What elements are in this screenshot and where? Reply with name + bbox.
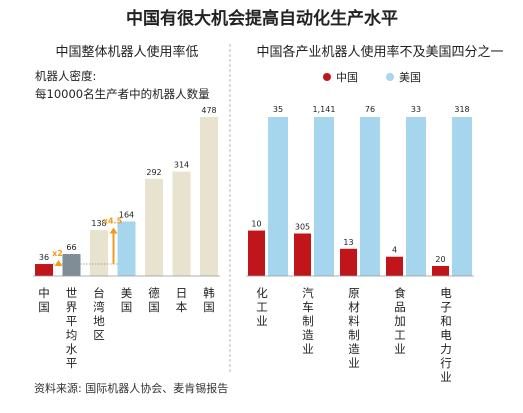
left-bar-4	[145, 178, 163, 276]
legend-swatch-usa	[386, 73, 394, 81]
left-category-label-2: 台湾地区	[93, 286, 105, 342]
left-value-label-6: 478	[201, 106, 216, 115]
left-ylabel-line1: 机器人密度:	[35, 69, 96, 83]
right-category-label-1: 汽车制造业	[302, 286, 314, 356]
arrow-x2-label: x2	[52, 249, 63, 258]
right-bar-china-1	[294, 233, 311, 276]
right-bar-china-0	[248, 230, 265, 276]
left-category-label-1: 世界平均水平	[66, 286, 78, 370]
left-category-label-0: 中国	[38, 286, 50, 314]
left-category-label-3: 美国	[121, 286, 133, 314]
left-category-label-6: 韩国	[203, 286, 215, 314]
left-value-label-3: 164	[119, 210, 134, 219]
left-value-label-5: 314	[174, 161, 189, 170]
right-bar-usa-4	[452, 117, 472, 276]
right-bar-usa-1	[314, 117, 334, 276]
right-bar-usa-3	[406, 117, 426, 276]
right-bar-china-2	[340, 248, 357, 276]
left-category-label-5: 日本	[176, 286, 188, 314]
legend-swatch-china	[323, 73, 331, 81]
right-bar-china-3	[386, 256, 403, 276]
arrow-x4-5-label: x4.5	[103, 216, 123, 225]
right-bar-china-4	[432, 266, 449, 276]
left-value-label-2: 138	[91, 219, 106, 228]
right-value-usa-0: 35	[273, 105, 283, 114]
right-value-usa-3: 33	[411, 105, 421, 114]
arrow-x2-head	[54, 260, 63, 267]
legend: 中国 美国	[323, 71, 421, 84]
right-value-china-3: 4	[392, 246, 397, 255]
right-value-china-1: 305	[295, 222, 310, 231]
arrow-x4-5-head	[109, 227, 118, 234]
left-bar-6	[200, 117, 218, 276]
right-value-china-4: 20	[435, 255, 445, 264]
right-value-usa-2: 76	[365, 105, 375, 114]
main-title: 中国有很大机会提高自动化生产水平	[126, 8, 398, 29]
left-bar-5	[172, 171, 191, 276]
left-category-label-4: 德国	[148, 286, 160, 314]
right-value-china-2: 13	[343, 238, 353, 247]
left-ylabel-line2: 每10000名生产者中的机器人数量	[35, 87, 210, 101]
left-bar-3	[117, 221, 136, 276]
left-bar-1	[62, 254, 81, 276]
right-value-usa-4: 318	[454, 105, 469, 114]
right-category-label-2: 原材料制造业	[348, 286, 360, 370]
right-value-usa-1: 1,141	[313, 105, 336, 114]
legend-label-china: 中国	[336, 71, 358, 84]
right-category-label-3: 食品加工业	[394, 286, 406, 356]
left-value-label-4: 292	[146, 168, 161, 177]
left-value-label-0: 36	[39, 253, 49, 262]
right-bar-usa-0	[268, 117, 288, 276]
left-chart: 中国整体机器人使用率低 机器人密度: 每10000名生产者中的机器人数量 36 中…	[33, 44, 220, 370]
right-chart-title: 中国各产业机器人使用率不及美国四分之一	[256, 44, 503, 60]
right-value-china-0: 10	[251, 220, 261, 229]
right-chart: 中国各产业机器人使用率不及美国四分之一 中国 美国 35 10 化工业 1,141 30…	[246, 44, 504, 384]
source-note: 资料来源: 国际机器人协会、麦肯锡报告	[34, 381, 228, 395]
right-category-label-4: 电子和电力行业	[440, 286, 452, 384]
left-bar-0	[35, 264, 53, 276]
left-bar-2	[90, 230, 108, 276]
left-chart-title: 中国整体机器人使用率低	[55, 44, 198, 60]
left-value-label-1: 66	[66, 243, 76, 252]
right-category-label-0: 化工业	[256, 286, 268, 328]
right-bar-usa-2	[360, 117, 380, 276]
legend-label-usa: 美国	[399, 71, 421, 84]
